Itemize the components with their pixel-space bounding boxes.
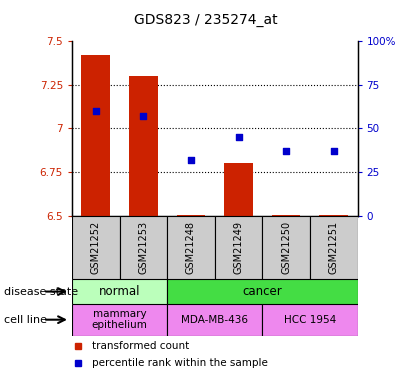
Text: GDS823 / 235274_at: GDS823 / 235274_at [134, 13, 277, 27]
Bar [224, 164, 253, 216]
Bar [177, 215, 205, 216]
Text: MDA-MB-436: MDA-MB-436 [181, 315, 248, 325]
Bar [120, 216, 167, 279]
Point [235, 134, 242, 140]
Text: GSM21253: GSM21253 [139, 221, 148, 274]
Text: GSM21250: GSM21250 [281, 221, 291, 274]
Text: normal: normal [99, 285, 140, 298]
Text: cancer: cancer [242, 285, 282, 298]
Bar [167, 216, 215, 279]
Point [330, 148, 337, 154]
Text: percentile rank within the sample: percentile rank within the sample [92, 358, 268, 368]
Bar [262, 216, 310, 279]
Text: mammary
epithelium: mammary epithelium [92, 309, 148, 330]
Text: GSM21252: GSM21252 [91, 221, 101, 274]
Text: cell line: cell line [4, 315, 47, 325]
Bar [167, 304, 262, 336]
Text: GSM21248: GSM21248 [186, 221, 196, 274]
Bar [167, 279, 358, 304]
Text: HCC 1954: HCC 1954 [284, 315, 336, 325]
Text: transformed count: transformed count [92, 341, 189, 351]
Bar [310, 216, 358, 279]
Text: GSM21251: GSM21251 [329, 221, 339, 274]
Bar [129, 76, 158, 216]
Bar [81, 55, 110, 216]
Point [140, 113, 147, 119]
Bar [72, 304, 167, 336]
Text: GSM21249: GSM21249 [233, 221, 244, 274]
Bar [215, 216, 262, 279]
Bar [72, 216, 120, 279]
Point [188, 157, 194, 163]
Bar [319, 215, 348, 216]
Bar [72, 279, 167, 304]
Point [283, 148, 289, 154]
Text: disease state: disease state [4, 286, 78, 297]
Bar [272, 215, 300, 216]
Bar [262, 304, 358, 336]
Point [92, 108, 99, 114]
